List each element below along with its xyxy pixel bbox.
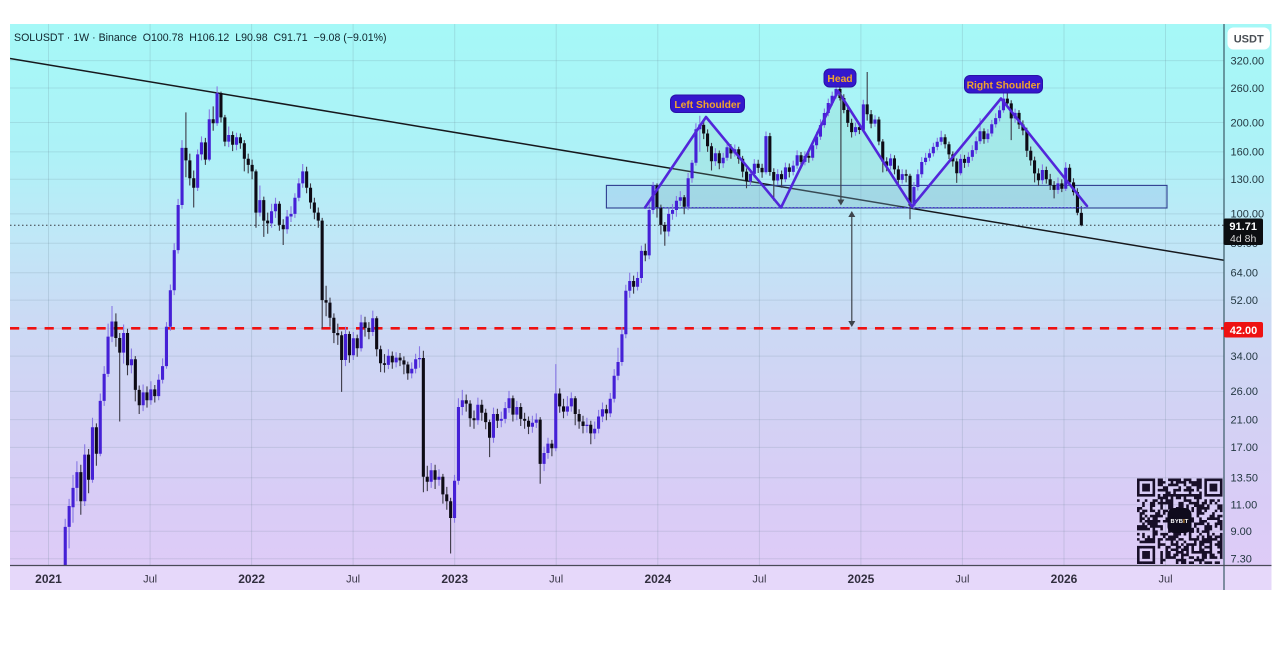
svg-text:2025: 2025 (848, 572, 875, 586)
svg-text:9.00: 9.00 (1231, 526, 1252, 538)
svg-text:200.00: 200.00 (1231, 117, 1265, 129)
svg-text:42.00: 42.00 (1230, 325, 1258, 337)
svg-text:2023: 2023 (441, 572, 468, 586)
svg-text:7.30: 7.30 (1231, 554, 1252, 566)
svg-text:Right Shoulder: Right Shoulder (967, 80, 1041, 91)
svg-text:BYBIT: BYBIT (1171, 519, 1189, 525)
svg-text:USDT: USDT (1234, 34, 1264, 46)
svg-text:Jul: Jul (752, 574, 766, 586)
svg-text:Jul: Jul (955, 574, 969, 586)
svg-text:SOLUSDT · 1W · Binance O100.7: SOLUSDT · 1W · Binance O100.78 H106.12 L… (14, 32, 387, 44)
svg-text:4d 8h: 4d 8h (1230, 233, 1256, 245)
svg-text:2024: 2024 (644, 572, 671, 586)
svg-text:Jul: Jul (346, 574, 360, 586)
svg-text:320.00: 320.00 (1231, 55, 1265, 67)
svg-text:Jul: Jul (1158, 574, 1172, 586)
svg-text:Head: Head (827, 74, 852, 85)
svg-text:160.00: 160.00 (1231, 147, 1265, 159)
svg-text:91.71: 91.71 (1229, 221, 1257, 233)
svg-text:11.00: 11.00 (1231, 500, 1258, 512)
svg-text:Jul: Jul (143, 574, 157, 586)
svg-text:17.00: 17.00 (1231, 442, 1259, 454)
svg-text:Jul: Jul (549, 574, 563, 586)
svg-text:100.00: 100.00 (1231, 209, 1265, 221)
svg-text:21.00: 21.00 (1231, 414, 1259, 426)
svg-text:260.00: 260.00 (1231, 83, 1265, 95)
svg-text:Left Shoulder: Left Shoulder (674, 100, 740, 111)
svg-text:34.00: 34.00 (1231, 351, 1259, 363)
svg-text:2022: 2022 (238, 572, 265, 586)
svg-text:64.00: 64.00 (1231, 268, 1259, 280)
svg-text:13.50: 13.50 (1231, 473, 1259, 485)
svg-text:52.00: 52.00 (1231, 295, 1259, 307)
svg-text:26.00: 26.00 (1231, 386, 1259, 398)
svg-text:2026: 2026 (1051, 572, 1078, 586)
svg-text:2021: 2021 (35, 572, 62, 586)
svg-text:130.00: 130.00 (1231, 174, 1265, 186)
